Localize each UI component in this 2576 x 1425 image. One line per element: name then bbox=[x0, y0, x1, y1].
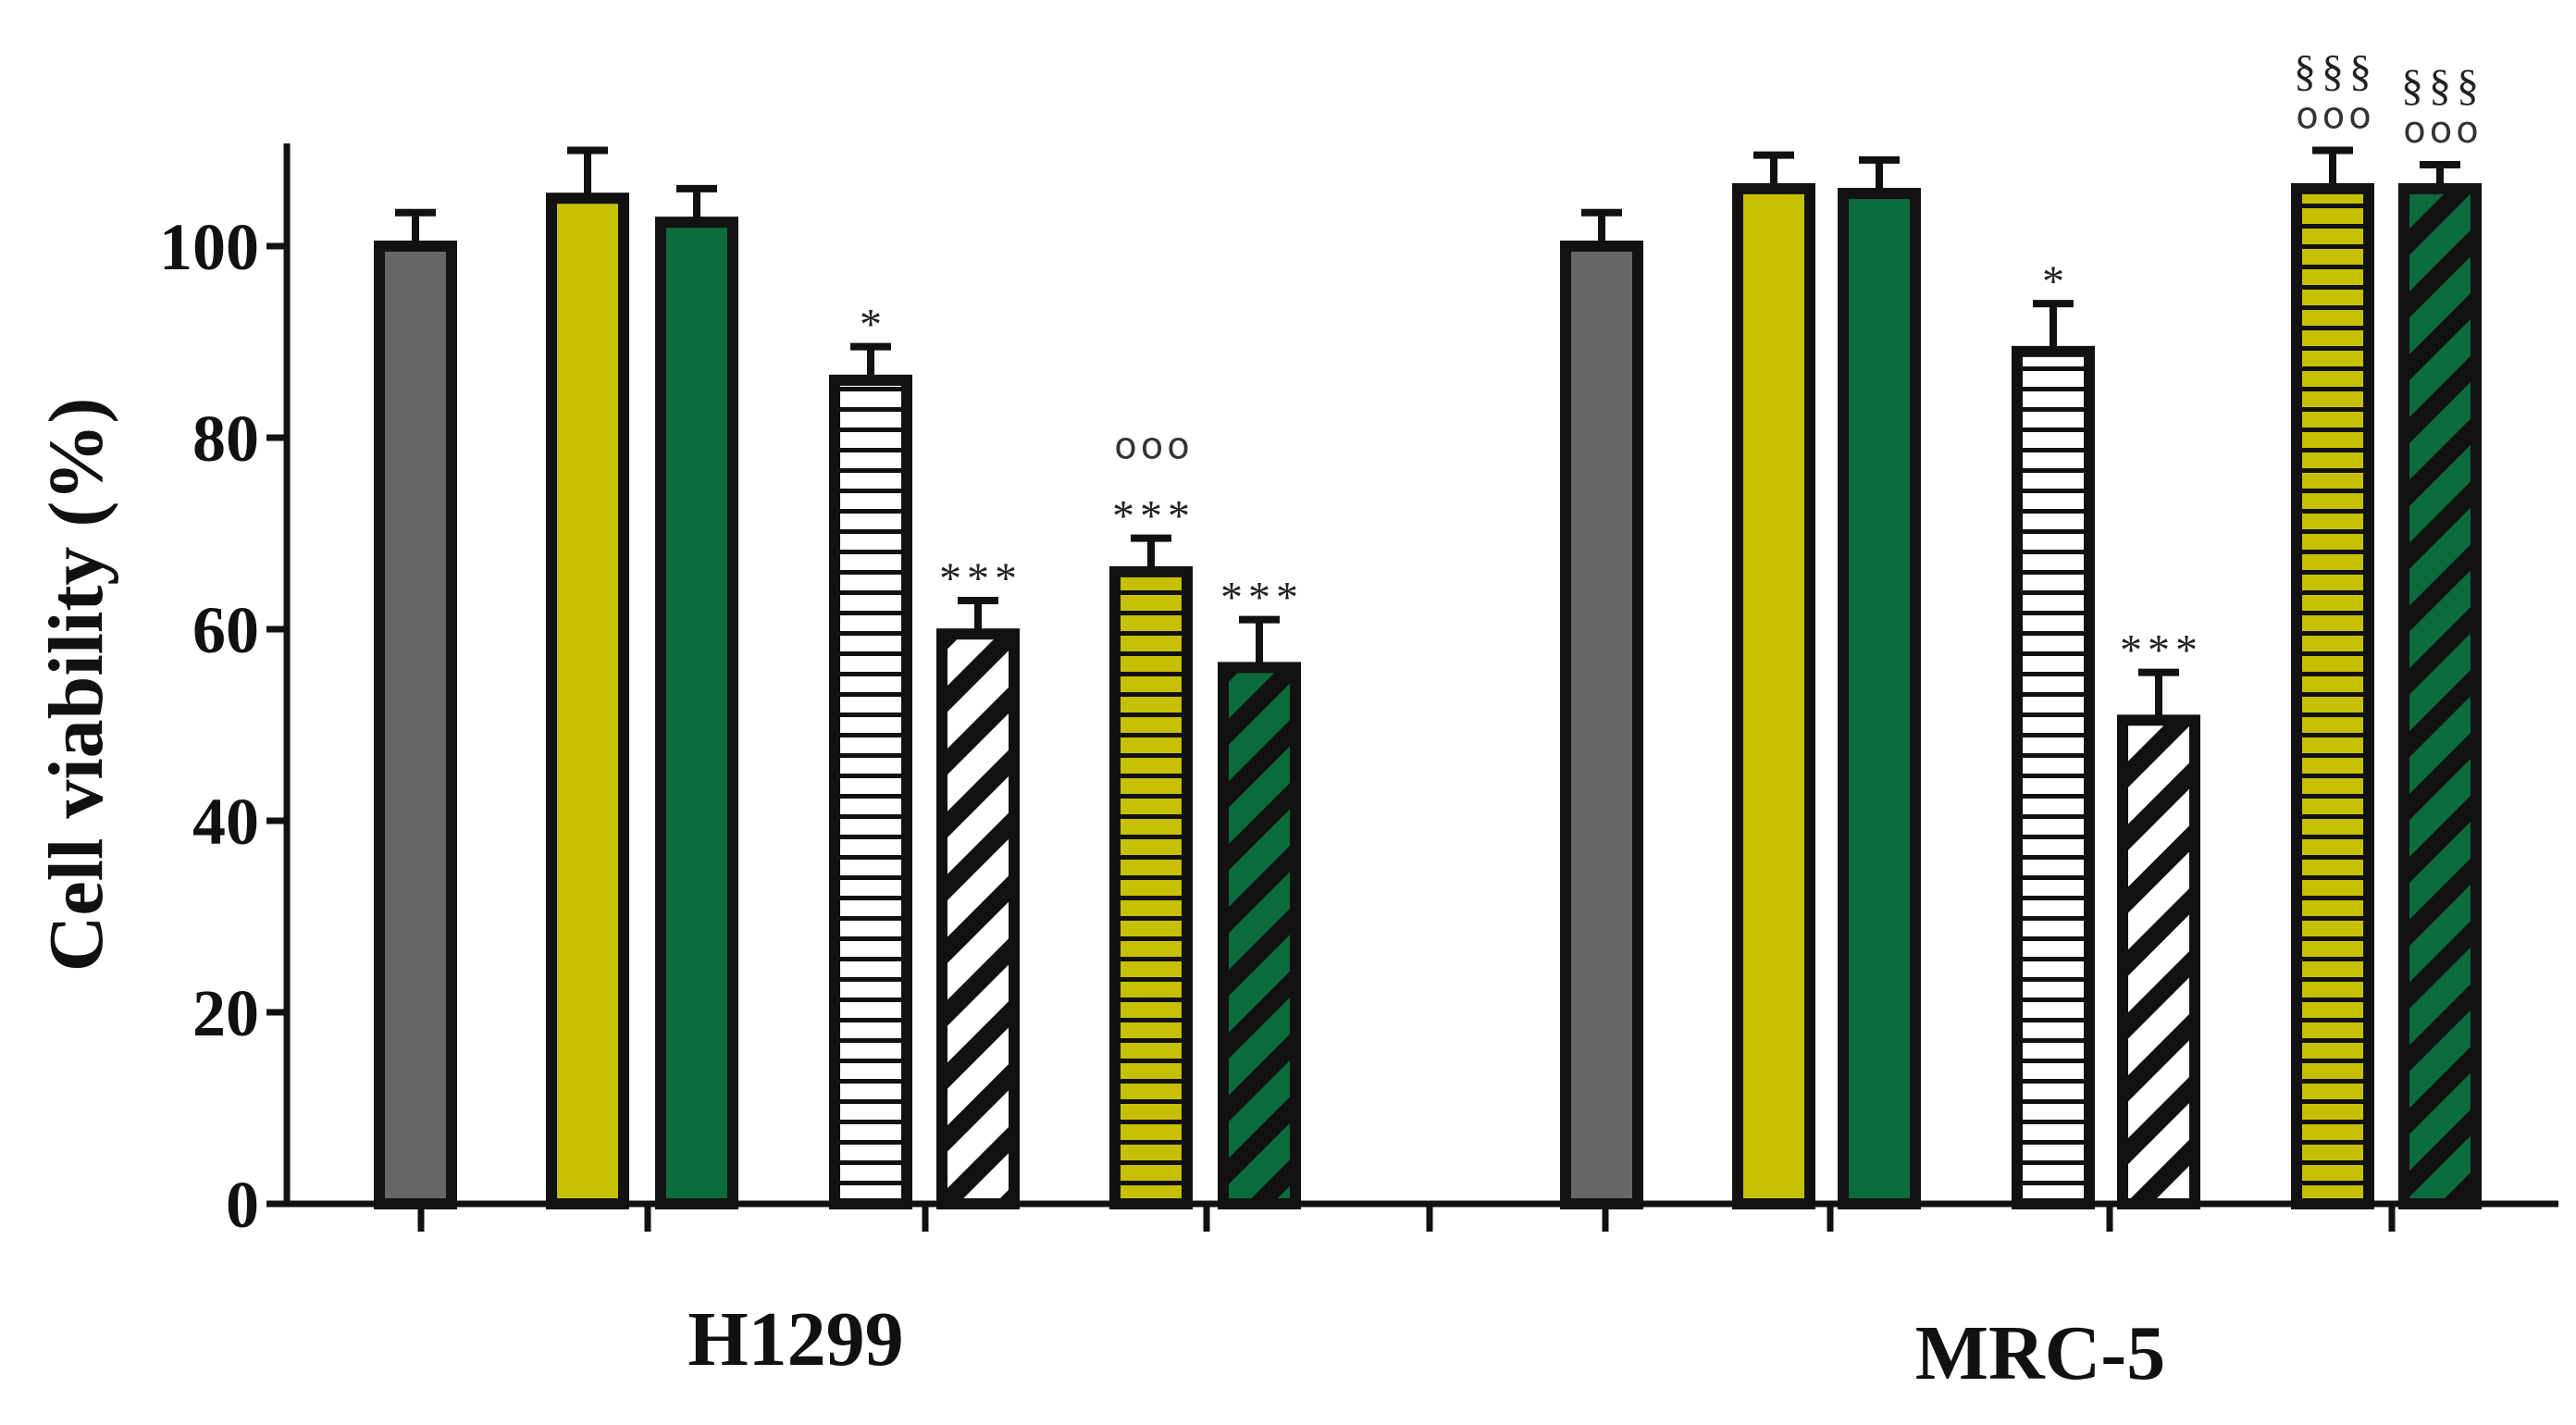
bar-h1299-2 bbox=[546, 192, 629, 1209]
group-label-mrc-5: MRC-5 bbox=[1915, 1310, 2166, 1396]
y-axis: 0 20 40 60 80 100 bbox=[159, 143, 291, 1242]
bar-mrc-5-1 bbox=[1560, 241, 1643, 1209]
y-tick-label: 20 bbox=[192, 976, 259, 1050]
significance-label: §§§ bbox=[2401, 61, 2484, 110]
significance-label: *** bbox=[1220, 574, 1304, 623]
bar-h1299-1 bbox=[374, 241, 457, 1209]
bar-h1299-5 bbox=[936, 628, 1020, 1209]
group-label-h1299: H1299 bbox=[687, 1296, 903, 1382]
significance-label: * bbox=[2042, 257, 2070, 306]
bar-mrc-5-2 bbox=[1732, 182, 1815, 1209]
significance-label: ooo bbox=[1114, 426, 1193, 468]
significance-label: *** bbox=[1112, 492, 1195, 541]
y-axis-title: Cell viability (%) bbox=[33, 398, 119, 973]
bars bbox=[374, 146, 2482, 1210]
y-tick-label: 0 bbox=[226, 1168, 259, 1242]
y-tick-label: 100 bbox=[159, 210, 259, 284]
significance-label: *** bbox=[939, 554, 1022, 603]
bar-mrc-5-7 bbox=[2398, 182, 2482, 1209]
significance-label: *** bbox=[2120, 626, 2203, 675]
bar-mrc-5-4 bbox=[2012, 345, 2095, 1210]
bar-h1299-7 bbox=[1218, 662, 1301, 1209]
group-labels: H1299 MRC-5 bbox=[687, 1296, 2165, 1396]
bar-h1299-3 bbox=[655, 217, 738, 1209]
bar-mrc-5-3 bbox=[1838, 188, 1921, 1210]
significance-label: ooo bbox=[2403, 109, 2482, 152]
y-tick-label: 60 bbox=[192, 593, 259, 667]
bar-h1299-6 bbox=[1109, 565, 1193, 1209]
bar-mrc-5-6 bbox=[2291, 182, 2374, 1209]
y-tick-label: 80 bbox=[192, 402, 259, 476]
significance-label: ooo bbox=[2296, 95, 2374, 138]
bar-mrc-5-5 bbox=[2117, 714, 2200, 1209]
significance-annotations: *******ooo*******ooo§§§ooo§§§ bbox=[860, 47, 2484, 675]
significance-label: §§§ bbox=[2294, 47, 2377, 96]
significance-label: * bbox=[860, 301, 887, 350]
bar-h1299-4 bbox=[829, 374, 912, 1209]
y-tick-label: 40 bbox=[192, 785, 259, 859]
